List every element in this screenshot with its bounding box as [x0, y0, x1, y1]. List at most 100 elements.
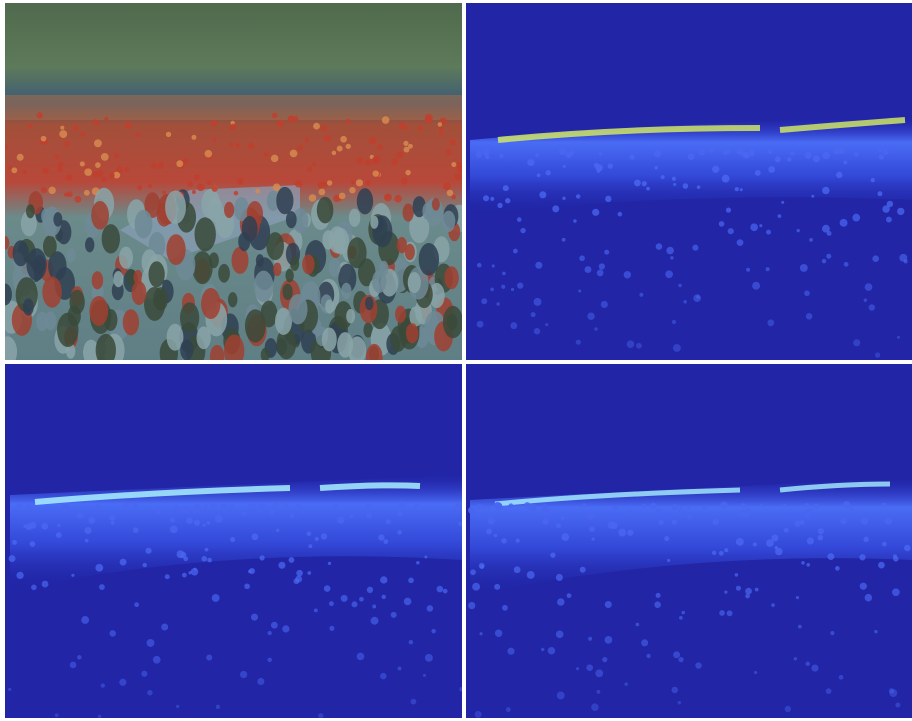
density-dot: [587, 313, 594, 320]
density-dot: [174, 505, 178, 509]
density-dot: [680, 505, 684, 509]
density-dot: [745, 594, 750, 599]
person: [91, 201, 109, 230]
density-dot: [587, 512, 594, 519]
person: [101, 177, 106, 182]
density-dot: [468, 602, 475, 609]
density-dot: [206, 654, 212, 660]
person: [192, 251, 213, 284]
density-dot: [557, 598, 565, 606]
density-dot: [836, 172, 842, 178]
person: [372, 157, 380, 165]
person: [442, 211, 455, 232]
person: [124, 167, 129, 172]
density-dot: [852, 214, 860, 222]
density-dot: [201, 556, 207, 562]
person: [356, 157, 363, 164]
person: [75, 196, 82, 203]
density-dot: [557, 691, 565, 699]
person: [297, 145, 303, 151]
density-dot: [561, 533, 569, 541]
density-dot: [258, 502, 264, 508]
density-dot: [627, 340, 635, 348]
person: [218, 264, 230, 283]
person: [166, 234, 185, 265]
density-dot: [182, 506, 189, 513]
density-dot: [41, 523, 48, 530]
density-dot: [477, 263, 482, 268]
density-dot: [468, 507, 475, 514]
density-dot: [781, 201, 784, 204]
density-dot: [77, 512, 84, 519]
density-dot: [507, 648, 514, 655]
person: [397, 237, 407, 253]
density-dot: [806, 313, 813, 320]
density-dot: [672, 504, 678, 510]
density-dot: [687, 514, 692, 519]
density-dot: [350, 514, 354, 518]
density-dot: [753, 542, 757, 546]
person: [194, 217, 215, 251]
person: [329, 258, 341, 277]
person: [370, 216, 378, 229]
image-grid: [0, 0, 912, 721]
density-dot: [134, 602, 139, 607]
density-dot: [833, 147, 841, 155]
person: [438, 130, 443, 135]
density-dot: [897, 336, 900, 339]
person: [273, 263, 281, 277]
person: [237, 178, 244, 185]
density-dot: [296, 570, 303, 577]
person: [235, 143, 240, 148]
density-dot: [88, 517, 95, 524]
person: [64, 192, 68, 196]
density-dot: [604, 250, 609, 255]
density-dot: [290, 514, 294, 518]
density-dot: [95, 564, 103, 572]
density-dot: [252, 533, 259, 540]
density-dot: [207, 521, 211, 525]
density-dot: [242, 510, 247, 515]
person: [165, 190, 186, 223]
density-dot: [562, 238, 566, 242]
person: [48, 187, 55, 194]
density-dot: [513, 249, 518, 254]
density-dot: [697, 185, 701, 189]
density-dot: [576, 340, 581, 345]
density-dot: [488, 517, 495, 524]
density-dot: [871, 178, 875, 182]
density-dot: [520, 228, 525, 233]
density-dot: [147, 690, 152, 695]
person: [211, 120, 218, 127]
density-dot: [813, 155, 820, 162]
density-dot: [712, 551, 716, 555]
density-dot: [517, 217, 522, 222]
density-dot: [744, 152, 751, 159]
person: [191, 135, 196, 140]
person: [41, 136, 47, 142]
density-dot: [659, 520, 664, 525]
density-dot: [351, 601, 357, 607]
density-dot: [514, 566, 521, 573]
density-dot: [188, 571, 191, 574]
density-dot: [877, 191, 882, 196]
density-dot: [271, 622, 278, 629]
density-dot: [665, 270, 673, 278]
density-dot: [656, 508, 663, 515]
person: [349, 209, 360, 227]
person: [194, 174, 200, 180]
density-dot: [176, 705, 179, 708]
person: [396, 151, 403, 158]
density-dot: [579, 255, 585, 261]
person: [422, 203, 433, 220]
density-dot: [881, 503, 886, 508]
person: [317, 197, 334, 224]
density-map-3: [466, 364, 912, 718]
person: [425, 116, 433, 124]
page-body: (() => { const data = JSON.parse(documen…: [0, 0, 912, 721]
person: [89, 296, 108, 326]
density-dot: [494, 584, 500, 590]
person: [282, 284, 292, 300]
density-dot: [552, 205, 559, 212]
density-dot: [775, 156, 781, 162]
